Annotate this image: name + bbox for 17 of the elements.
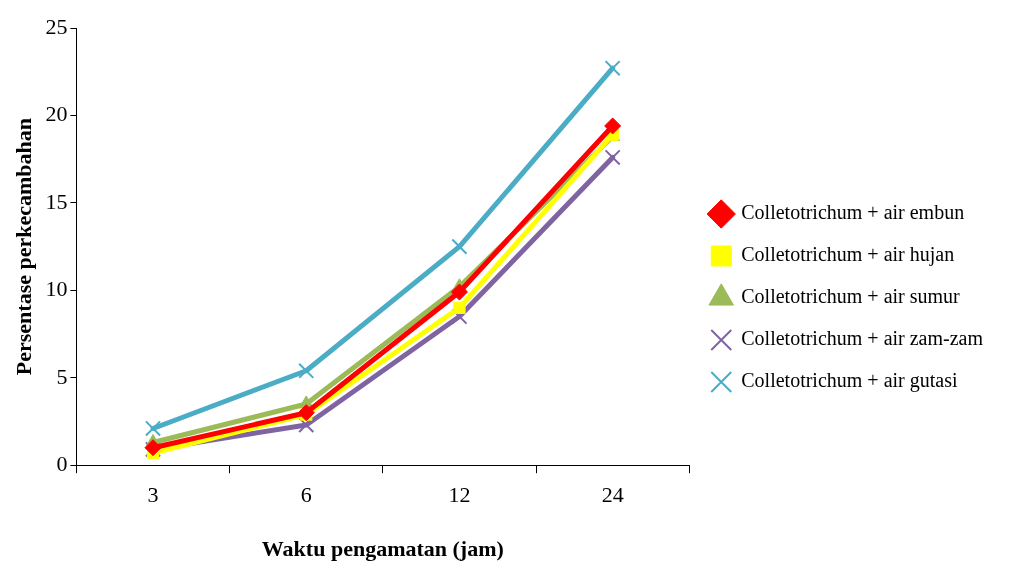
legend-label: Colletotrichum + air hujan xyxy=(741,243,955,267)
legend-label: Colletotrichum + air zam-zam xyxy=(741,327,984,350)
x-tick-label: 6 xyxy=(300,482,312,508)
y-tick-label: 20 xyxy=(45,101,68,127)
y-axis-title: Persentase perkecambahan xyxy=(10,117,36,376)
y-tick-label: 10 xyxy=(45,276,68,302)
y-tick-label: 5 xyxy=(56,363,68,389)
x-tick-label: 24 xyxy=(601,482,624,508)
legend-label: Colletotrichum + air embun xyxy=(741,201,965,224)
x-tick-label: 3 xyxy=(147,482,159,508)
legend-label: Colletotrichum + air gutasi xyxy=(741,369,958,393)
y-tick-label: 15 xyxy=(45,188,68,214)
x-tick-label: 12 xyxy=(448,482,471,508)
y-tick-label: 0 xyxy=(56,450,68,476)
legend-label: Colletotrichum + air sumur xyxy=(741,285,961,308)
y-tick-label: 25 xyxy=(45,13,68,39)
x-axis-title: Waktu pengamatan (jam) xyxy=(261,536,504,562)
